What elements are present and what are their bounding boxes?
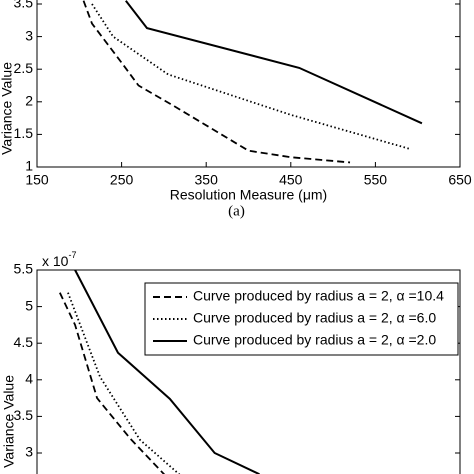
y-axis-label: Variance Value (0, 62, 15, 155)
series-line (67, 292, 181, 474)
y-tick-label: 3 (25, 444, 33, 460)
x-tick-label: 350 (195, 172, 219, 188)
legend-box (144, 282, 459, 356)
y-multiplier-base: x 10 (42, 253, 69, 269)
series-line (91, 3, 410, 150)
y-tick-label: 3.5 (14, 0, 34, 11)
y-multiplier: x 10-7 (42, 250, 76, 268)
y-tick-label: 3.5 (14, 407, 34, 423)
y-tick-label: 3 (25, 27, 33, 43)
plot-frame (36, 0, 461, 168)
legend-label: Curve produced by radius a = 2, α =6.0 (193, 310, 436, 326)
y-tick-label: 4.5 (14, 334, 34, 350)
x-tick-label: 550 (364, 172, 388, 188)
y-axis-label: Variance Value (1, 375, 17, 468)
caption: (a) (228, 203, 245, 219)
y-tick-label: 1 (25, 158, 33, 174)
series-line (125, 0, 423, 125)
y-tick-label: 1.5 (14, 125, 34, 141)
y-tick-label: 5 (25, 297, 33, 313)
y-tick-label: 2.5 (14, 60, 34, 76)
y-tick-label: 5.5 (14, 261, 34, 277)
x-tick-label: 250 (110, 172, 134, 188)
series-line (74, 269, 260, 474)
x-tick-label: 150 (25, 172, 49, 188)
legend-label: Curve produced by radius a = 2, α =10.4 (193, 288, 444, 304)
y-tick-label: 2 (25, 93, 33, 109)
x-axis-label: Resolution Measure (μm) (170, 187, 327, 203)
legend-label: Curve produced by radius a = 2, α =2.0 (193, 332, 436, 348)
y-multiplier-exponent: -7 (68, 250, 76, 260)
series-line (82, 0, 351, 164)
y-tick-label: 4 (25, 371, 33, 387)
x-tick-label: 650 (448, 172, 472, 188)
series-line (59, 292, 166, 474)
x-tick-label: 450 (279, 172, 303, 188)
